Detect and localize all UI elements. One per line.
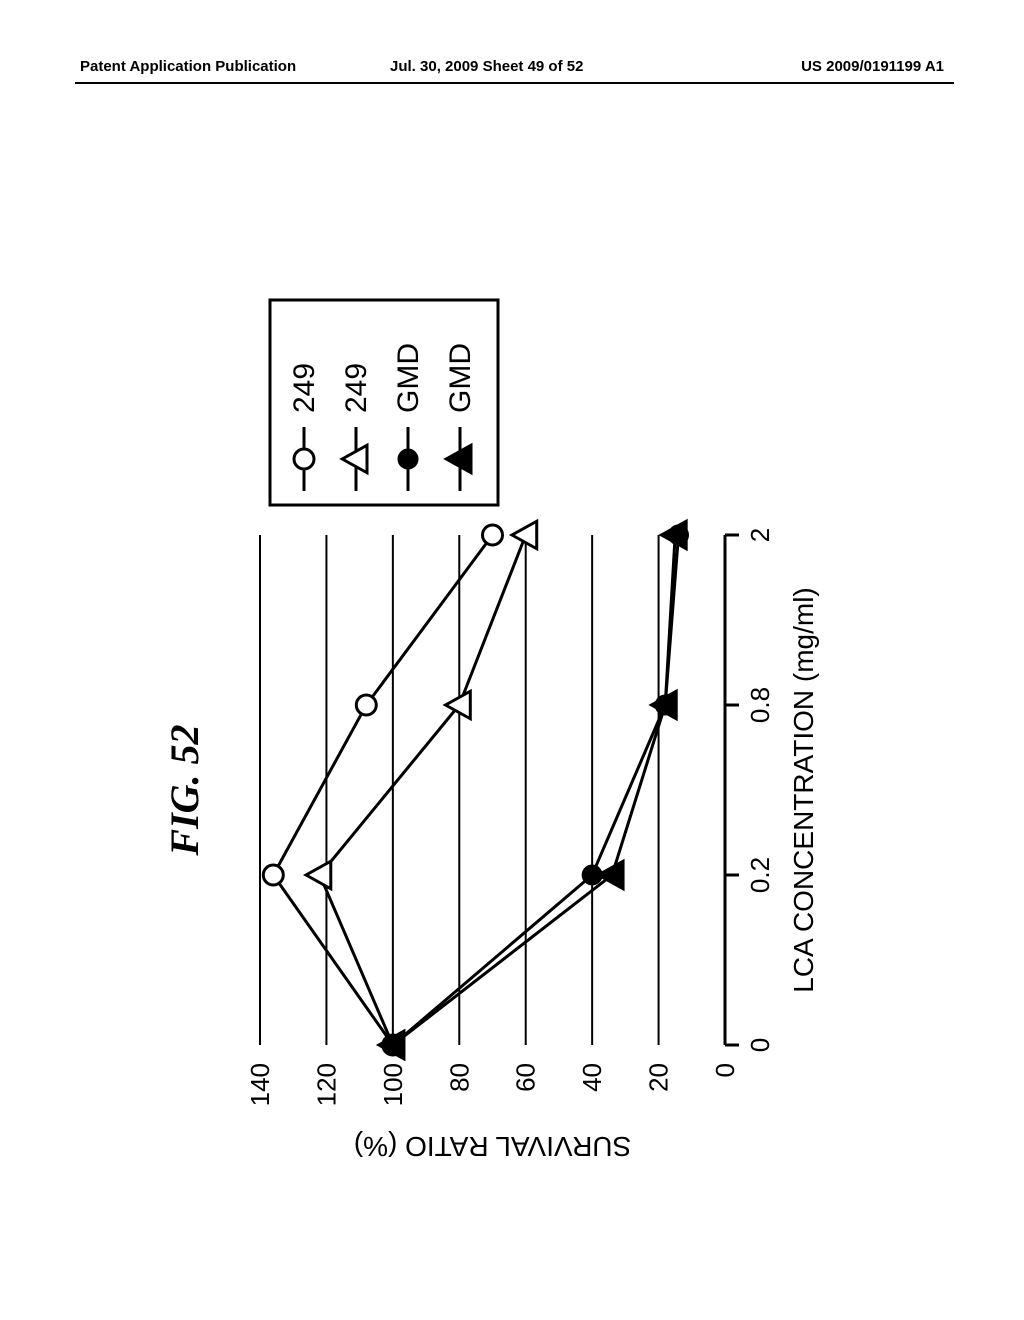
header-center: Jul. 30, 2009 Sheet 49 of 52 (390, 58, 583, 75)
svg-text:60: 60 (511, 1063, 541, 1092)
svg-text:40: 40 (577, 1063, 607, 1092)
svg-text:20: 20 (644, 1063, 674, 1092)
page: Patent Application Publication Jul. 30, … (0, 0, 1024, 1320)
svg-text:0.2: 0.2 (745, 857, 775, 893)
svg-text:140: 140 (245, 1063, 275, 1106)
svg-text:LCA CONCENTRATION (mg/ml): LCA CONCENTRATION (mg/ml) (788, 587, 819, 993)
svg-text:0.8: 0.8 (745, 687, 775, 723)
page-header: Patent Application Publication Jul. 30, … (0, 52, 1024, 86)
figure-52: 00.20.82020406080100120140LCA CONCENTRAT… (140, 160, 880, 1180)
svg-text:80: 80 (444, 1063, 474, 1092)
chart-svg: 00.20.82020406080100120140LCA CONCENTRAT… (140, 160, 880, 1180)
svg-text:0: 0 (745, 1038, 775, 1052)
svg-text:FIG. 52: FIG. 52 (162, 724, 207, 856)
svg-text:2: 2 (745, 528, 775, 542)
header-rule (75, 82, 954, 84)
header-left: Patent Application Publication (80, 58, 296, 75)
svg-text:SURVIVAL RATIO (%): SURVIVAL RATIO (%) (354, 1131, 631, 1162)
svg-text:100: 100 (378, 1063, 408, 1106)
svg-text:GMD: GMD (444, 343, 477, 413)
svg-text:0: 0 (710, 1063, 740, 1077)
header-right: US 2009/0191199 A1 (801, 58, 944, 75)
svg-text:120: 120 (311, 1063, 341, 1106)
svg-text:249: 249 (340, 363, 373, 413)
svg-text:GMD: GMD (392, 343, 425, 413)
svg-text:249: 249 (288, 363, 321, 413)
